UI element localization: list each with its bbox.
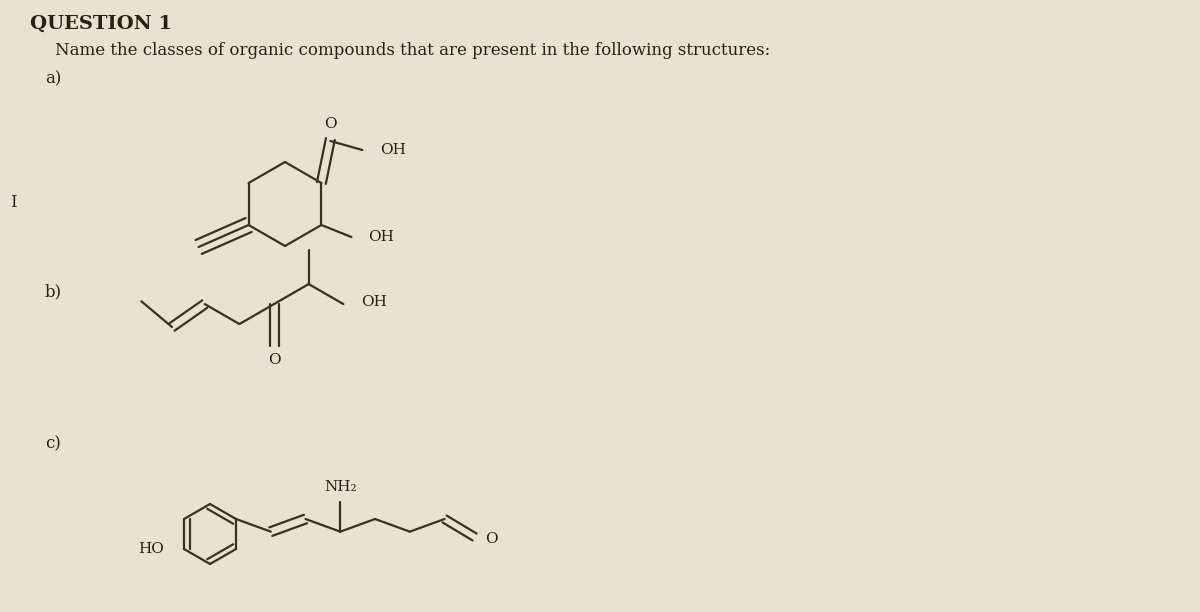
Text: O: O (324, 117, 337, 131)
Text: OH: OH (380, 143, 407, 157)
Text: b): b) (46, 283, 62, 300)
Text: QUESTION 1: QUESTION 1 (30, 15, 172, 33)
Text: I: I (10, 193, 17, 211)
Text: NH₂: NH₂ (324, 480, 356, 494)
Text: c): c) (46, 436, 61, 452)
Text: a): a) (46, 70, 61, 88)
Text: OH: OH (368, 230, 395, 244)
Text: HO: HO (138, 542, 164, 556)
Text: Name the classes of organic compounds that are present in the following structur: Name the classes of organic compounds th… (55, 42, 770, 59)
Text: O: O (268, 353, 281, 367)
Text: O: O (486, 532, 498, 546)
Text: OH: OH (361, 295, 388, 309)
